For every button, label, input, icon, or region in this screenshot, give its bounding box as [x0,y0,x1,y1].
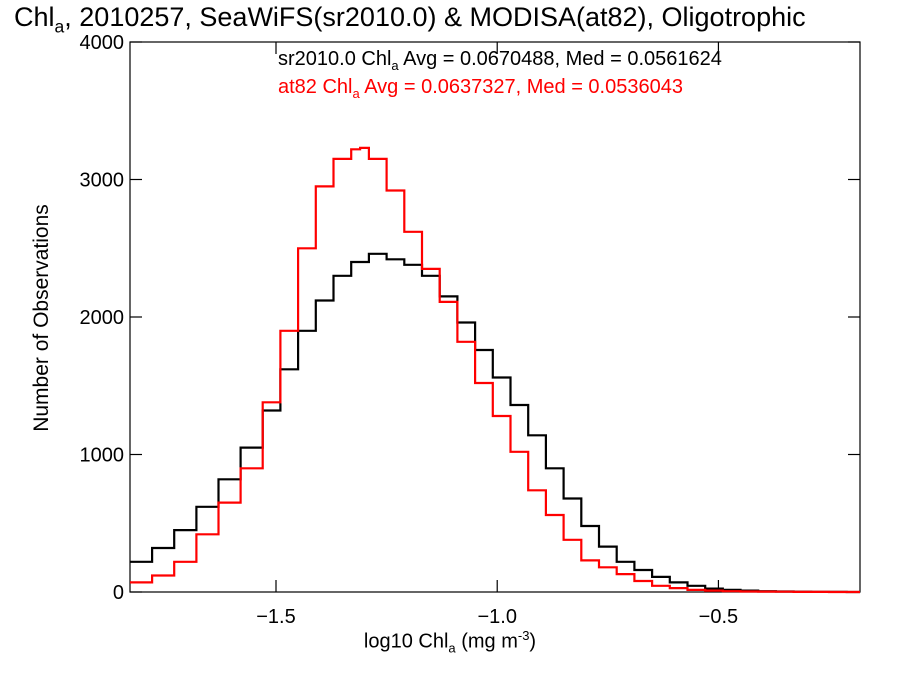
x-tick-label: −1.5 [256,606,295,628]
legend-entry-sr2010: sr2010.0 Chla Avg = 0.0670488, Med = 0.0… [278,48,722,73]
plot-frame [129,41,861,593]
series-line-sr2010.0 [130,252,860,594]
legend-entry-at82: at82 Chla Avg = 0.0637327, Med = 0.05360… [278,76,683,101]
y-tick-label: 4000 [80,32,125,54]
chart-title: Chla, 2010257, SeaWiFS(sr2010.0) & MODIS… [14,2,806,37]
y-tick-label: 1000 [80,445,125,467]
y-ticks: 0 1000 2000 3000 4000 [80,32,860,604]
y-tick-label: 3000 [80,170,125,192]
y-tick-label: 0 [113,582,124,604]
series-line-at82 [130,146,860,594]
x-tick-label: −0.5 [699,606,738,628]
x-tick-label: −1.0 [477,606,516,628]
y-axis-label: Number of Observations [30,204,53,432]
series-group [130,146,860,594]
x-ticks: −1.5 −1.0 −0.5 [256,42,738,628]
y-tick-label: 2000 [80,307,125,329]
x-axis-label: log10 Chla (mg m-3) [363,628,537,656]
